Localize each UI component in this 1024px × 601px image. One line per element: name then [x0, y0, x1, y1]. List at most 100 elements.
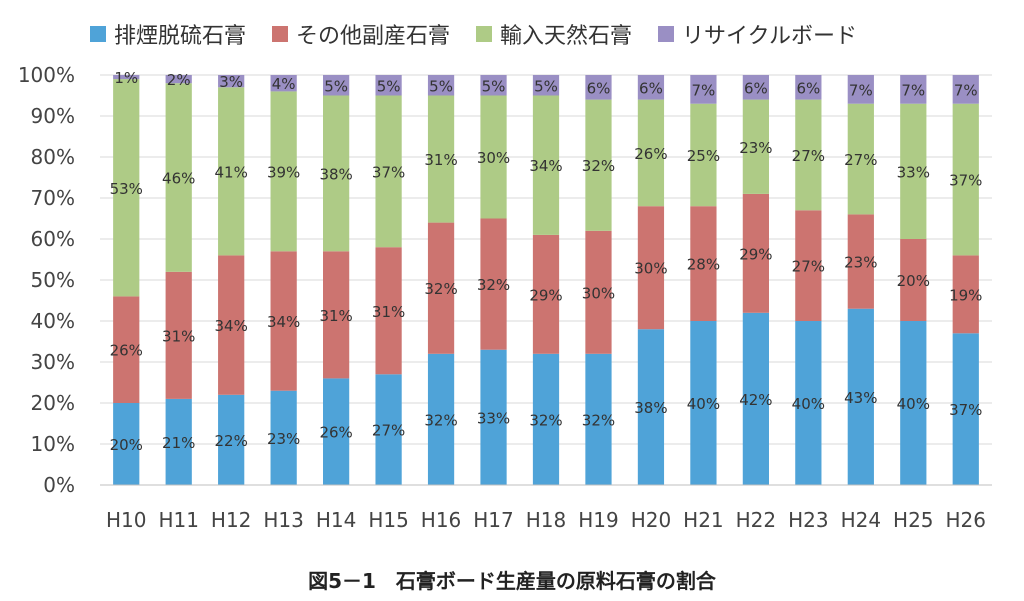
bar-segment: [637, 99, 665, 207]
bar-segment: [847, 103, 874, 215]
x-tick-label: H22: [736, 508, 777, 532]
data-label: 7%: [901, 81, 925, 99]
bar-segment: [952, 75, 979, 104]
data-label: 4%: [272, 75, 296, 93]
bar-segment: [480, 75, 507, 96]
data-label: 5%: [429, 77, 453, 95]
bar-segment: [637, 329, 665, 485]
bar-segment: [165, 83, 192, 272]
bar-segment: [795, 75, 822, 100]
data-label: 31%: [319, 307, 352, 325]
data-label: 5%: [377, 77, 401, 95]
data-label: 7%: [692, 81, 716, 99]
x-tick-label: H13: [263, 508, 304, 532]
y-tick-label: 40%: [31, 309, 75, 333]
bar-segment: [847, 308, 874, 485]
legend-swatch: [90, 26, 106, 42]
data-label: 5%: [534, 77, 558, 95]
data-label: 27%: [792, 258, 825, 276]
bar-segment: [218, 75, 245, 88]
data-label: 27%: [372, 422, 405, 440]
bar-segment: [637, 206, 665, 330]
bar-segment: [585, 230, 612, 354]
bar-segment: [690, 103, 717, 207]
y-tick-label: 20%: [31, 391, 75, 415]
bar-segment: [270, 91, 297, 252]
data-label: 1%: [114, 69, 138, 87]
x-tick-label: H11: [158, 508, 199, 532]
bar-segment: [847, 214, 874, 309]
bar-segment: [270, 75, 297, 92]
bar-segment: [165, 75, 192, 84]
data-label: 32%: [477, 276, 510, 294]
legend-item: リサイクルボード: [658, 18, 857, 50]
bar-segment: [427, 75, 455, 96]
data-label: 23%: [739, 139, 772, 157]
bar-segment: [375, 75, 402, 96]
data-label: 34%: [215, 317, 248, 335]
data-label: 37%: [949, 401, 982, 419]
data-label: 32%: [582, 411, 615, 429]
bar-segment: [585, 99, 612, 231]
data-label: 6%: [744, 79, 768, 97]
x-tick-label: H24: [841, 508, 882, 532]
data-label: 5%: [482, 77, 506, 95]
data-label: 42%: [739, 391, 772, 409]
data-label: 6%: [587, 79, 611, 97]
data-label: 31%: [162, 327, 195, 345]
figure-caption: 図5－1 石膏ボード生産量の原料石膏の割合: [308, 569, 716, 593]
bar-segment: [742, 75, 769, 100]
data-label: 26%: [634, 145, 667, 163]
x-tick-label: H10: [106, 508, 147, 532]
bar-segment: [323, 95, 350, 252]
bar-segment: [795, 210, 822, 321]
data-label: 23%: [844, 254, 877, 272]
x-tick-label: H17: [473, 508, 514, 532]
data-label: 32%: [582, 157, 615, 175]
bar-segment: [113, 403, 140, 485]
x-tick-label: H19: [578, 508, 619, 532]
data-label: 53%: [110, 180, 143, 198]
bar-segment: [480, 95, 507, 219]
legend-label: 輸入天然石膏: [500, 24, 633, 49]
data-label: 26%: [110, 342, 143, 360]
data-label: 33%: [897, 163, 930, 181]
bar-segment: [323, 75, 350, 96]
bar-segment: [847, 75, 874, 104]
data-label: 38%: [634, 399, 667, 417]
bar-segment: [532, 75, 560, 96]
data-label: 27%: [792, 147, 825, 165]
bar-segment: [218, 255, 245, 395]
bar-segment: [270, 390, 297, 485]
data-label: 37%: [949, 172, 982, 190]
bar-segment: [165, 271, 192, 399]
bar-segment: [795, 99, 822, 211]
data-label: 34%: [267, 313, 300, 331]
x-tick-label: H23: [788, 508, 829, 532]
data-label: 29%: [529, 286, 562, 304]
x-tick-label: H12: [211, 508, 252, 532]
data-label: 40%: [687, 395, 720, 413]
data-label: 31%: [424, 151, 457, 169]
data-label: 41%: [215, 163, 248, 181]
bar-segment: [532, 234, 560, 354]
bar-segment: [113, 75, 140, 80]
bar-segment: [532, 353, 560, 485]
bar-segment: [637, 75, 665, 100]
legend: 排煙脱硫石膏 その他副産石膏 輸入天然石膏 リサイクルボード: [90, 18, 857, 50]
x-tick-label: H20: [631, 508, 672, 532]
bar-segment: [375, 374, 402, 485]
data-label: 40%: [792, 395, 825, 413]
data-label: 37%: [372, 163, 405, 181]
data-label: 31%: [372, 303, 405, 321]
legend-swatch: [272, 26, 289, 42]
legend-item: その他副産石膏: [272, 18, 450, 50]
data-label: 6%: [639, 79, 663, 97]
data-label: 7%: [849, 81, 873, 99]
x-tick-label: H15: [368, 508, 409, 532]
x-tick-label: H18: [526, 508, 567, 532]
bar-segment: [427, 95, 455, 223]
bar-segment: [218, 87, 245, 256]
y-tick-label: 100%: [18, 63, 75, 87]
bar-segment: [165, 398, 192, 485]
